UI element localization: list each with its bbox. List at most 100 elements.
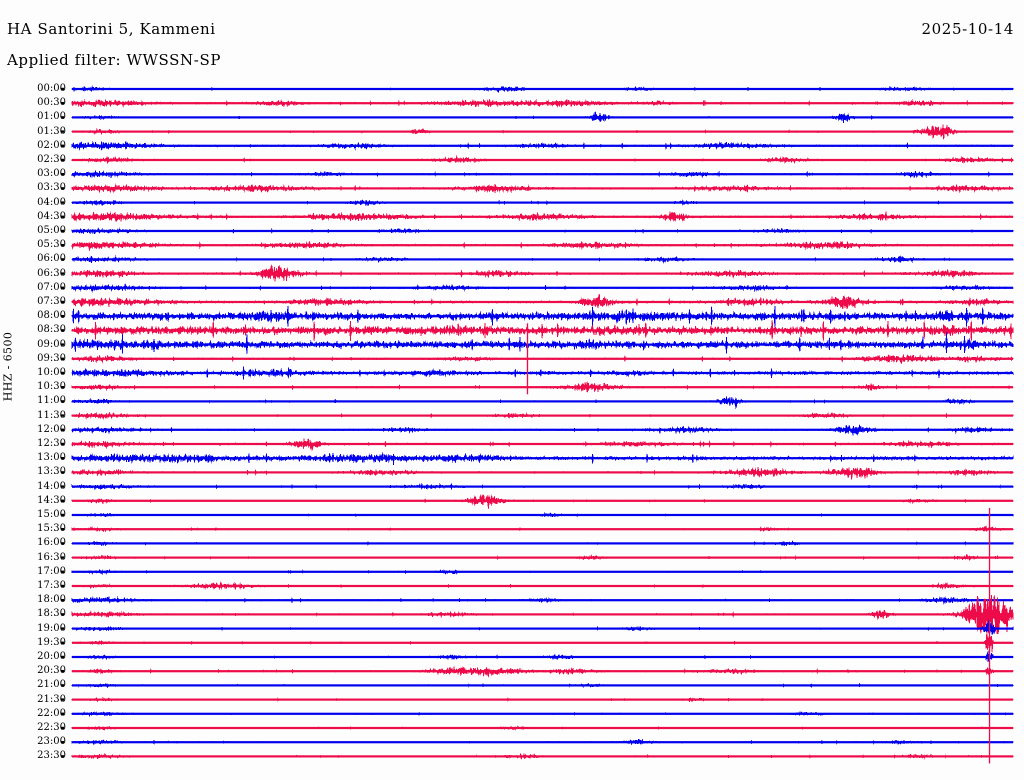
row-tick bbox=[61, 400, 64, 403]
time-label-1000: 10:00 bbox=[37, 367, 66, 378]
row-tick bbox=[61, 471, 64, 474]
time-label-1530: 15:30 bbox=[37, 523, 66, 535]
time-axis-labels: 00:00 00:30 01:00 01:30 02:00 02:30 03:00 03:30… bbox=[0, 0, 66, 780]
trace-baseline bbox=[72, 315, 1013, 318]
time-label-0800: 08:00 bbox=[37, 310, 66, 322]
time-label-1500: 15:00 bbox=[37, 509, 66, 520]
row-tick bbox=[61, 215, 64, 218]
row-tick bbox=[61, 457, 64, 460]
trace-row bbox=[71, 619, 1014, 636]
event-marker-line bbox=[988, 507, 991, 764]
trace-baseline bbox=[72, 684, 1013, 687]
time-label-0930: 09:30 bbox=[37, 352, 66, 364]
time-label-1130: 11:30 bbox=[37, 409, 66, 421]
row-tick bbox=[61, 528, 64, 531]
row-tick bbox=[61, 513, 64, 517]
page-title: HA Santorini 5, Kammeni bbox=[7, 20, 216, 38]
row-tick bbox=[61, 627, 64, 630]
time-label-2130: 21:30 bbox=[37, 693, 66, 705]
trace-baseline bbox=[72, 485, 1013, 488]
row-tick bbox=[61, 414, 64, 417]
time-label-2100: 21:00 bbox=[37, 679, 66, 691]
row-tick bbox=[61, 130, 64, 133]
time-label-1730: 17:30 bbox=[37, 580, 66, 591]
row-tick bbox=[61, 229, 64, 233]
row-tick bbox=[61, 485, 64, 488]
trace-baseline bbox=[72, 386, 1013, 389]
event-marker-line bbox=[526, 323, 529, 395]
time-label-2200: 22:00 bbox=[37, 707, 66, 719]
trace-baseline bbox=[72, 428, 1013, 431]
row-tick bbox=[61, 258, 64, 261]
row-tick bbox=[61, 655, 64, 659]
trace-baseline bbox=[72, 584, 1013, 588]
row-tick bbox=[61, 357, 64, 360]
row-tick bbox=[61, 428, 64, 431]
time-label-1600: 16:00 bbox=[37, 537, 66, 549]
trace-baseline bbox=[72, 741, 1013, 744]
time-label-1630: 16:30 bbox=[37, 551, 66, 563]
time-label-0600: 06:00 bbox=[37, 253, 66, 265]
trace-baseline bbox=[72, 655, 1013, 659]
row-tick bbox=[61, 698, 64, 701]
time-label-1430: 14:30 bbox=[37, 494, 66, 506]
time-label-0630: 06:30 bbox=[37, 267, 66, 279]
time-label-1700: 17:00 bbox=[37, 565, 66, 577]
trace-baseline bbox=[72, 442, 1013, 446]
trace-baseline bbox=[72, 173, 1013, 176]
trace-baseline bbox=[72, 670, 1013, 673]
row-tick bbox=[61, 613, 64, 616]
time-label-0330: 03:30 bbox=[37, 182, 66, 194]
trace-baseline bbox=[72, 229, 1013, 233]
trace-baseline bbox=[72, 258, 1013, 261]
trace-baseline bbox=[72, 272, 1013, 275]
row-tick bbox=[61, 570, 64, 573]
row-tick bbox=[61, 343, 64, 346]
time-label-0000: 00:00 bbox=[37, 83, 66, 94]
row-tick bbox=[61, 371, 64, 375]
trace-baseline bbox=[72, 414, 1013, 417]
row-tick bbox=[61, 158, 64, 162]
time-label-0130: 01:30 bbox=[37, 125, 66, 137]
row-tick bbox=[61, 584, 64, 588]
row-tick bbox=[61, 726, 64, 730]
trace-baseline bbox=[72, 599, 1013, 602]
row-tick bbox=[61, 329, 64, 332]
trace-baseline bbox=[72, 457, 1013, 460]
time-label-0530: 05:30 bbox=[37, 239, 66, 251]
time-label-1230: 12:30 bbox=[37, 438, 66, 449]
trace-baseline bbox=[72, 556, 1013, 559]
time-label-0230: 02:30 bbox=[37, 154, 66, 165]
trace-baseline bbox=[72, 130, 1013, 133]
row-tick bbox=[61, 286, 64, 289]
time-label-0300: 03:00 bbox=[37, 168, 66, 180]
row-tick bbox=[61, 684, 64, 687]
time-label-1800: 18:00 bbox=[37, 594, 66, 606]
trace-baseline bbox=[72, 542, 1013, 545]
trace-baseline bbox=[72, 613, 1013, 616]
row-tick bbox=[61, 300, 64, 304]
row-tick bbox=[61, 173, 64, 176]
row-tick bbox=[61, 556, 64, 559]
trace-baseline bbox=[72, 513, 1013, 517]
trace-baseline bbox=[72, 102, 1013, 105]
row-tick bbox=[61, 116, 64, 119]
trace-baseline bbox=[72, 726, 1013, 730]
trace-baseline bbox=[72, 144, 1013, 147]
row-tick bbox=[61, 755, 64, 758]
row-tick bbox=[61, 741, 64, 744]
plot-date: 2025-10-14 bbox=[921, 20, 1014, 38]
trace-baseline bbox=[72, 641, 1013, 644]
trace-baseline bbox=[72, 528, 1013, 531]
trace-baseline bbox=[72, 158, 1013, 162]
time-label-0500: 05:00 bbox=[37, 225, 66, 236]
time-label-0100: 01:00 bbox=[37, 111, 66, 123]
time-label-2300: 23:00 bbox=[37, 736, 66, 748]
trace-baseline bbox=[72, 471, 1013, 474]
time-label-1330: 13:30 bbox=[37, 466, 66, 478]
trace-baseline bbox=[72, 712, 1013, 715]
trace-baseline bbox=[72, 215, 1013, 218]
time-label-2330: 23:30 bbox=[37, 750, 66, 762]
